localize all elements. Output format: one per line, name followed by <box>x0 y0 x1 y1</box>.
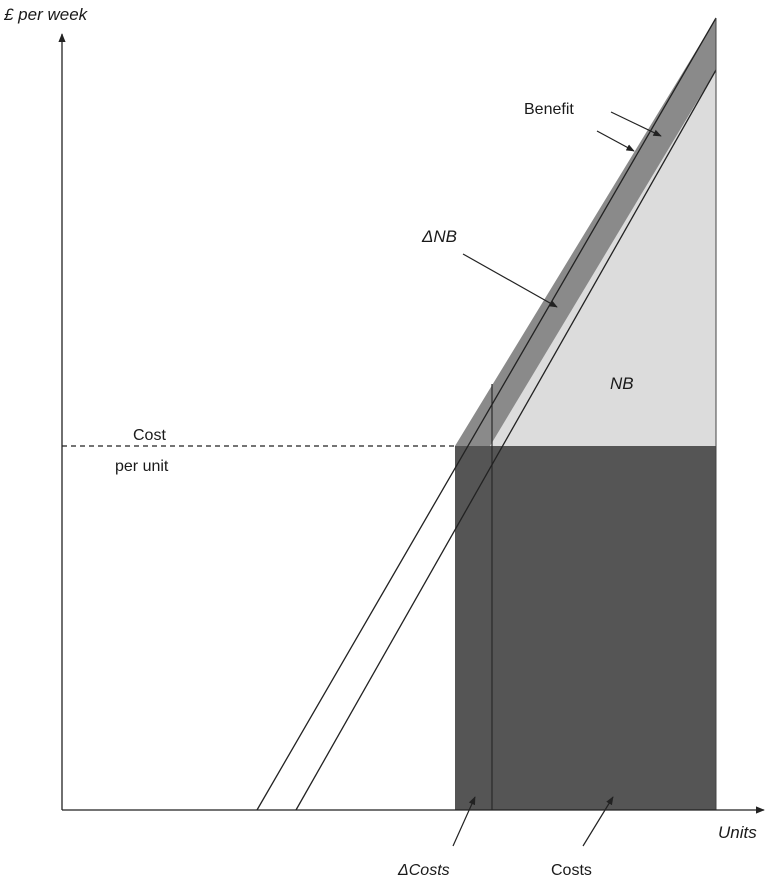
costs-area <box>455 446 716 810</box>
delta-costs-arrow <box>452 796 476 847</box>
costs-label: Costs <box>551 862 592 879</box>
nb-label: NB <box>610 374 634 393</box>
x-axis-label: Units <box>718 823 757 842</box>
delta-nb-label: ΔNB <box>421 227 457 246</box>
y-axis-label: £ per week <box>3 5 89 24</box>
benefit-line-old <box>295 69 717 811</box>
costs-arrow <box>582 796 614 847</box>
benefit-line-new <box>256 17 717 811</box>
benefit-arrow-upper <box>610 111 662 137</box>
benefit-arrow-lower <box>596 130 635 152</box>
delta-nb-arrow <box>462 253 558 308</box>
cost-label: Cost <box>133 427 166 444</box>
delta-nb-band <box>455 18 716 446</box>
benefit-label: Benefit <box>524 101 574 118</box>
delta-costs-label: ΔCosts <box>397 862 450 879</box>
per-unit-label: per unit <box>115 458 169 475</box>
